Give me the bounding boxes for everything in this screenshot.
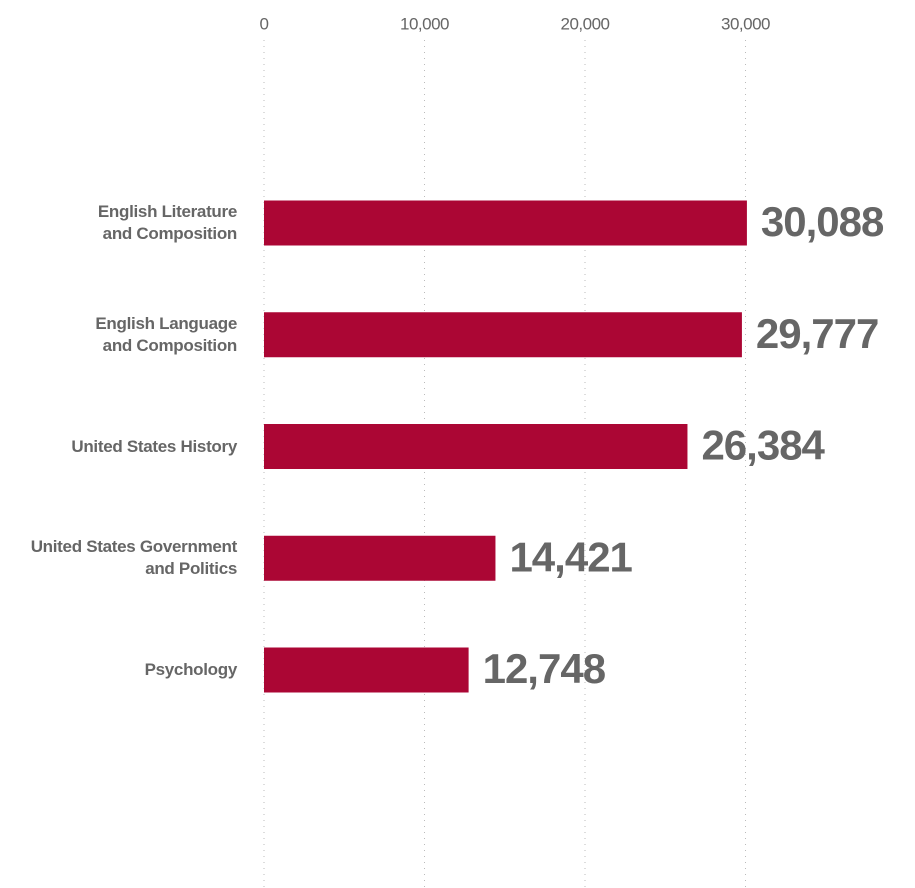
value-label: 30,088	[761, 198, 884, 245]
category-label: Psychology	[144, 660, 238, 679]
bar	[264, 312, 742, 358]
x-tick-label: 30,000	[721, 14, 770, 33]
category-label: English Language and Composition	[95, 313, 237, 355]
bar	[264, 424, 688, 469]
category-label: English Literature and Composition	[97, 202, 237, 243]
value-label: 29,777	[756, 310, 878, 357]
category-label: United States Government and Politics	[30, 537, 238, 579]
x-tick-label: 20,000	[561, 14, 610, 33]
value-label: 12,748	[483, 645, 606, 692]
x-tick-label: 0	[260, 14, 269, 33]
bar	[264, 200, 747, 246]
x-tick-label: 10,000	[400, 14, 449, 33]
value-label: 14,421	[509, 533, 632, 580]
category-label: United States History	[71, 436, 237, 456]
bar	[264, 535, 496, 581]
value-label: 26,384	[701, 422, 825, 469]
bar	[264, 647, 469, 693]
